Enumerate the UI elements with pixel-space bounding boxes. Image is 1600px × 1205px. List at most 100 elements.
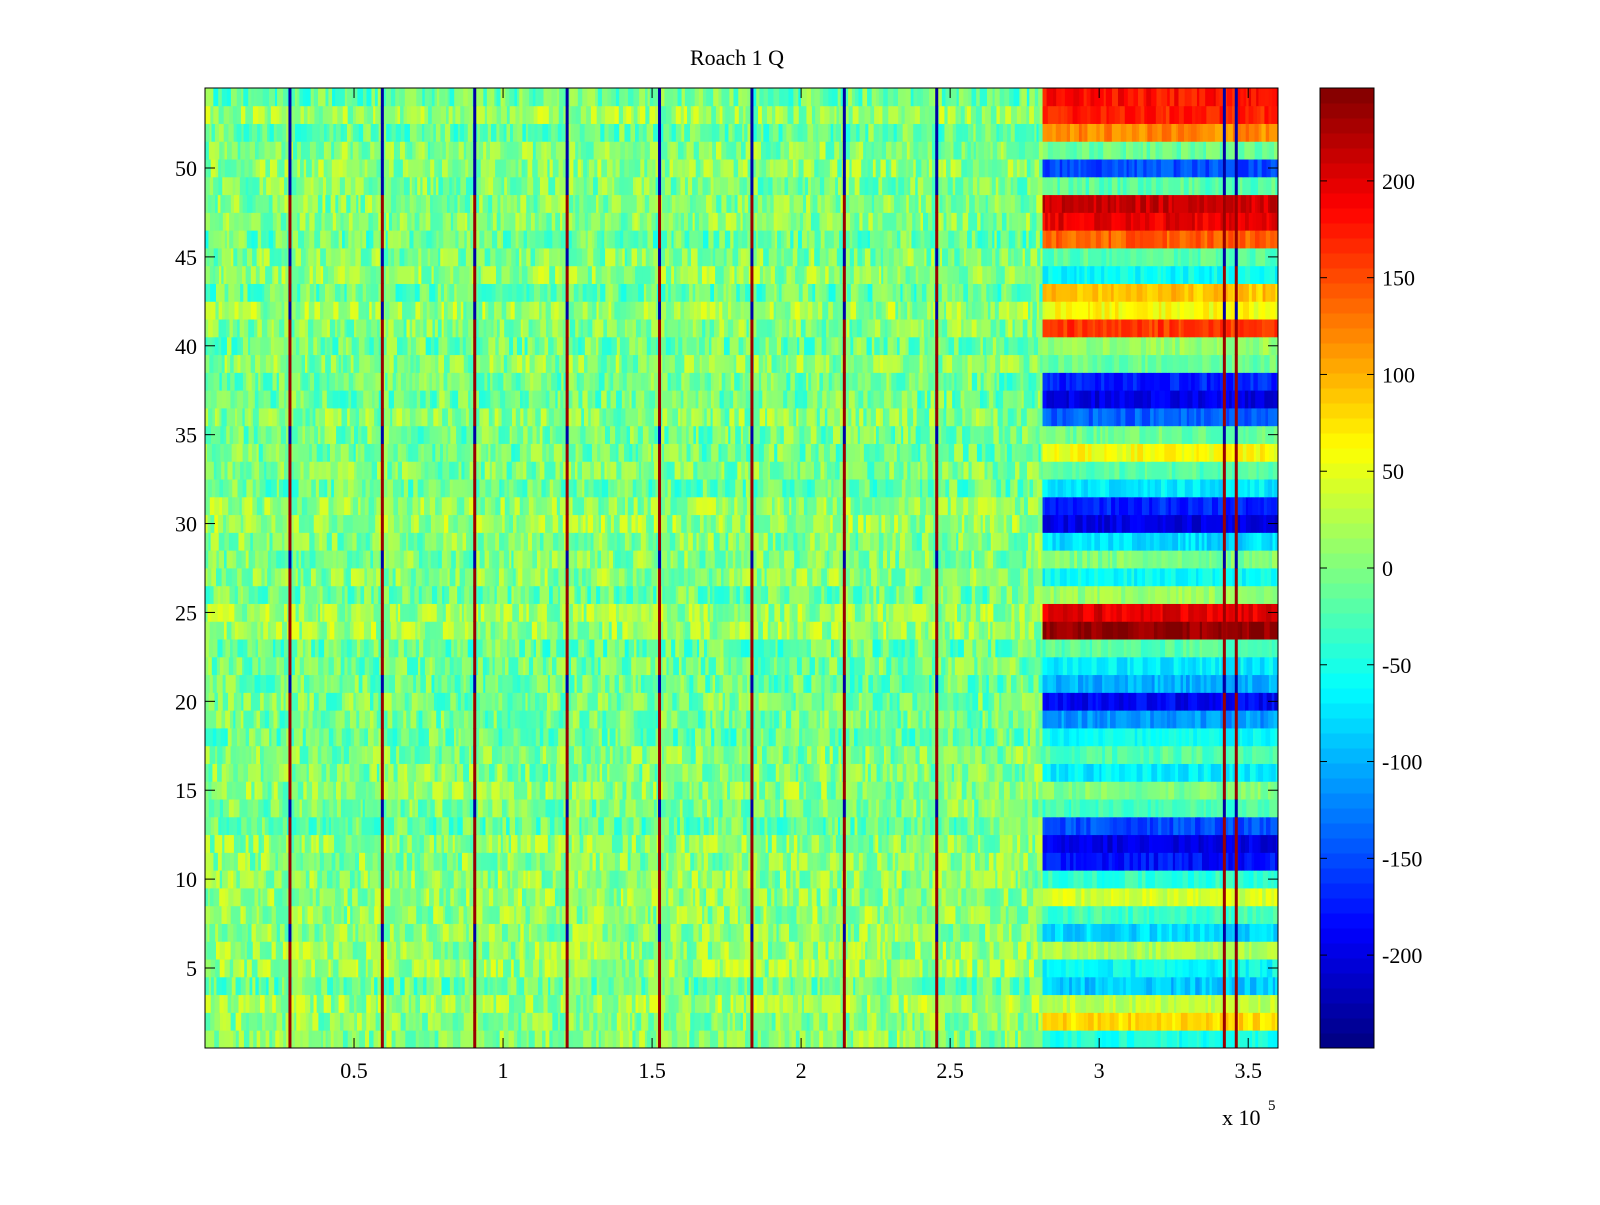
heatmap-cell [247,959,252,977]
heatmap-cell [525,870,528,888]
heatmap-cell [768,835,772,853]
heatmap-cell [995,835,1000,853]
heatmap-cell [941,764,944,782]
heatmap-cell [343,1012,349,1030]
heatmap-cell [1216,835,1222,853]
heatmap-cell [781,1030,785,1048]
heatmap-cell [990,924,995,942]
heatmap-cell [581,888,587,906]
heatmap-cell [1187,746,1192,764]
heatmap-cell [994,764,997,782]
heatmap-cell [622,781,626,799]
heatmap-cell [923,924,928,942]
heatmap-cell [554,728,559,746]
heatmap-cell [983,977,987,995]
heatmap-cell [691,941,697,959]
heatmap-cell [901,906,904,924]
heatmap-cell [1137,764,1143,782]
heatmap-cell [205,710,211,728]
heatmap-cell [617,1012,622,1030]
heatmap-cell [900,959,904,977]
heatmap-cell [461,995,465,1013]
heatmap-cell [921,995,927,1013]
heatmap-cell [617,835,623,853]
heatmap-cell [434,835,437,853]
heatmap-cell [819,1030,823,1048]
heatmap-cell [595,764,598,782]
heatmap-cell [509,781,514,799]
heatmap-cell [977,941,980,959]
heatmap-cell [582,728,585,746]
heatmap-cell [1247,852,1252,870]
heatmap-cell [1032,781,1036,799]
heatmap-cell [321,710,325,728]
heatmap-cell [355,906,360,924]
heatmap-cell [1200,941,1204,959]
heatmap-cell [968,799,973,817]
heatmap-cell [886,781,892,799]
heatmap-cell [634,888,638,906]
heatmap-cell [635,959,639,977]
heatmap-cell [429,924,433,942]
heatmap-cell [1228,817,1233,835]
heatmap-cell [875,995,880,1013]
heatmap-cell [1038,781,1043,799]
heatmap-cell [679,888,684,906]
heatmap-cell [526,728,529,746]
heatmap-cell [1038,817,1043,835]
heatmap-cell [975,852,980,870]
heatmap-cell [828,817,832,835]
heatmap-cell [502,746,506,764]
heatmap-cell [223,799,229,817]
heatmap-cell [423,977,427,995]
heatmap-cell [726,817,732,835]
heatmap-cell [697,959,703,977]
heatmap-cell [1194,924,1198,942]
heatmap-cell [251,817,257,835]
heatmap-cell [441,1012,447,1030]
heatmap-cell [649,995,655,1013]
heatmap-cell [1249,959,1255,977]
heatmap-cell [1212,977,1218,995]
heatmap-cell [303,781,307,799]
heatmap-cell [754,817,757,835]
heatmap-cell [1160,977,1165,995]
heatmap-cell [365,977,371,995]
heatmap-cell [1006,746,1012,764]
heatmap-cell [357,746,362,764]
heatmap-cell [687,1030,690,1048]
heatmap-cell [579,781,585,799]
heatmap-cell [877,852,882,870]
heatmap-cell [838,1012,841,1030]
heatmap-cell [568,924,572,942]
heatmap-cell [275,1030,279,1048]
heatmap-cell [597,959,602,977]
heatmap-cell [400,924,406,942]
heatmap-cell [804,764,807,782]
heatmap-cell [911,906,917,924]
heatmap-cell [1149,852,1154,870]
heatmap-cell [956,995,962,1013]
heatmap-cell [596,1030,599,1048]
heatmap-cell [915,941,921,959]
heatmap-cell [588,817,593,835]
heatmap-cell [262,924,268,942]
heatmap-cell [865,959,871,977]
heatmap-cell [629,817,634,835]
heatmap-cell [218,852,222,870]
heatmap-cell [270,870,275,888]
heatmap-cell [828,1030,833,1048]
heatmap-cell [430,764,435,782]
heatmap-cell [407,764,413,782]
heatmap-cell [800,870,806,888]
heatmap-cell [265,817,269,835]
heatmap-cell [1208,817,1212,835]
heatmap-cell [420,995,426,1013]
heatmap-cell [1046,746,1051,764]
heatmap-cell [301,870,307,888]
heatmap-cell [903,959,907,977]
heatmap-cell [857,781,863,799]
heatmap-cell [646,941,649,959]
heatmap-cell [922,764,925,782]
heatmap-cell [571,817,577,835]
